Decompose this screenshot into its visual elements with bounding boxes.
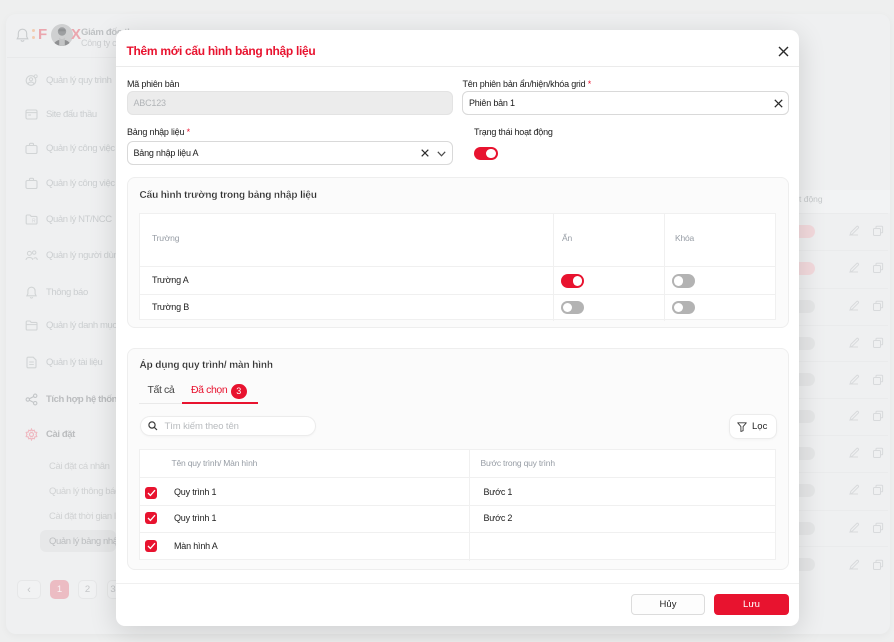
svg-text:R: R xyxy=(32,219,36,225)
